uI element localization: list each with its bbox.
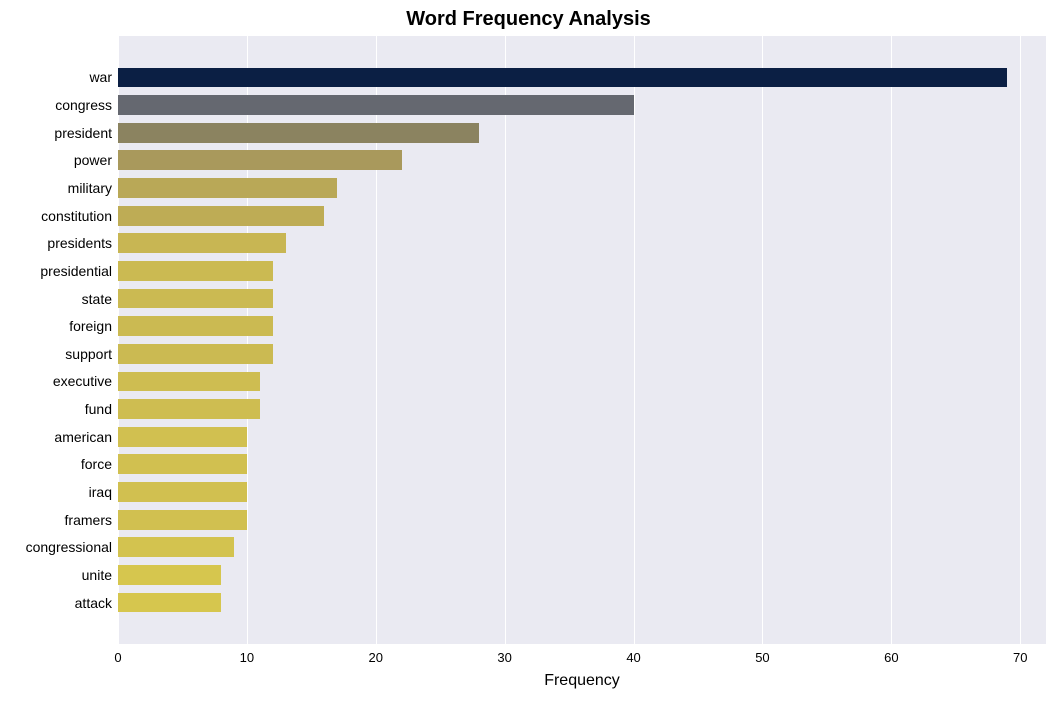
bar bbox=[118, 537, 234, 557]
bar bbox=[118, 316, 273, 336]
bar bbox=[118, 123, 479, 143]
plot-area: 010203040506070warcongresspresidentpower… bbox=[118, 36, 1046, 644]
y-tick-label: unite bbox=[82, 567, 118, 583]
bar bbox=[118, 233, 286, 253]
bar bbox=[118, 68, 1007, 88]
bar bbox=[118, 399, 260, 419]
y-tick-label: iraq bbox=[89, 484, 118, 500]
bar bbox=[118, 427, 247, 447]
x-tick-label: 40 bbox=[626, 644, 640, 665]
y-tick-label: war bbox=[89, 69, 118, 85]
y-tick-label: framers bbox=[65, 512, 118, 528]
y-tick-label: constitution bbox=[41, 208, 118, 224]
bar bbox=[118, 482, 247, 502]
x-tick-label: 70 bbox=[1013, 644, 1027, 665]
bar bbox=[118, 565, 221, 585]
y-tick-label: power bbox=[74, 152, 118, 168]
bar bbox=[118, 454, 247, 474]
bar bbox=[118, 289, 273, 309]
bar bbox=[118, 372, 260, 392]
bar bbox=[118, 593, 221, 613]
x-tick-label: 0 bbox=[114, 644, 121, 665]
grid-line bbox=[505, 36, 506, 644]
y-tick-label: state bbox=[82, 291, 118, 307]
grid-line bbox=[1020, 36, 1021, 644]
y-tick-label: force bbox=[81, 456, 118, 472]
bar bbox=[118, 150, 402, 170]
y-tick-label: american bbox=[54, 429, 118, 445]
y-tick-label: support bbox=[65, 346, 118, 362]
grid-line bbox=[762, 36, 763, 644]
y-tick-label: president bbox=[54, 125, 118, 141]
x-tick-label: 20 bbox=[369, 644, 383, 665]
bar bbox=[118, 344, 273, 364]
bar bbox=[118, 510, 247, 530]
bar bbox=[118, 95, 634, 115]
grid-line bbox=[891, 36, 892, 644]
y-tick-label: executive bbox=[53, 373, 118, 389]
y-tick-label: congress bbox=[55, 97, 118, 113]
y-tick-label: military bbox=[68, 180, 118, 196]
chart-container: Word Frequency Analysis 010203040506070w… bbox=[0, 0, 1057, 701]
x-axis-label: Frequency bbox=[118, 672, 1046, 690]
grid-line bbox=[634, 36, 635, 644]
y-tick-label: foreign bbox=[69, 318, 118, 334]
y-tick-label: fund bbox=[85, 401, 118, 417]
x-tick-label: 50 bbox=[755, 644, 769, 665]
bar bbox=[118, 206, 324, 226]
y-tick-label: presidents bbox=[47, 235, 118, 251]
y-tick-label: congressional bbox=[26, 539, 118, 555]
bar bbox=[118, 261, 273, 281]
chart-title: Word Frequency Analysis bbox=[0, 8, 1057, 31]
y-tick-label: attack bbox=[75, 595, 118, 611]
y-tick-label: presidential bbox=[40, 263, 118, 279]
x-tick-label: 30 bbox=[497, 644, 511, 665]
x-tick-label: 60 bbox=[884, 644, 898, 665]
x-tick-label: 10 bbox=[240, 644, 254, 665]
bar bbox=[118, 178, 337, 198]
